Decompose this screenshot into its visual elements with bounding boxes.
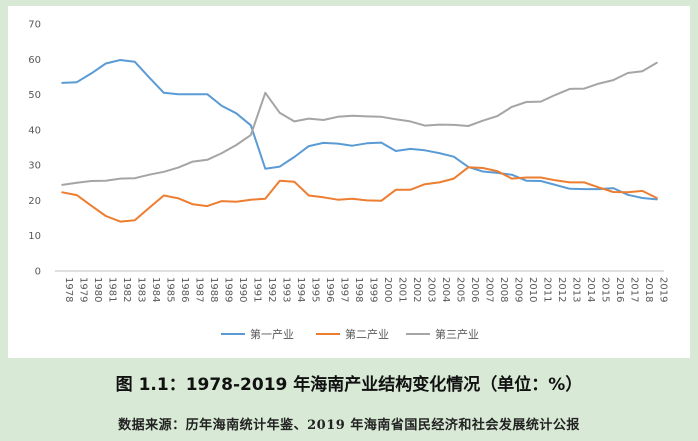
x-tick-label: 1996 bbox=[324, 277, 335, 302]
x-tick-label: 2015 bbox=[599, 277, 610, 302]
x-tick-label: 1988 bbox=[208, 277, 219, 302]
x-tick-label: 1979 bbox=[77, 277, 88, 302]
x-tick-label: 2019 bbox=[657, 277, 668, 302]
x-tick-label: 1984 bbox=[150, 277, 161, 302]
x-tick-label: 2002 bbox=[411, 277, 422, 302]
series-line bbox=[61, 59, 658, 201]
x-tick-label: 2004 bbox=[440, 277, 451, 302]
x-tick-label: 1995 bbox=[309, 277, 320, 302]
chart-panel: 0 10 20 30 40 50 60 70 1978 1979 1980 1981 1982 1983 1… bbox=[8, 6, 690, 358]
y-tick-label: 20 bbox=[28, 196, 41, 207]
x-tick-label: 1982 bbox=[121, 277, 132, 302]
y-tick-label: 70 bbox=[28, 20, 41, 31]
figure-caption: 图 1.1：1978-2019 年海南产业结构变化情况（单位：%） bbox=[115, 375, 583, 395]
legend-label: 第三产业 bbox=[435, 327, 479, 341]
x-tick-label: 1983 bbox=[135, 277, 146, 302]
x-tick-label: 2016 bbox=[614, 277, 625, 302]
x-tick-label: 2018 bbox=[643, 277, 654, 302]
x-tick-label: 2008 bbox=[498, 277, 509, 302]
x-tick-label: 1985 bbox=[164, 277, 175, 302]
series-line bbox=[61, 61, 658, 186]
x-tick-label: 1992 bbox=[266, 277, 277, 302]
x-tick-label: 1987 bbox=[193, 277, 204, 302]
x-tick-label: 2011 bbox=[541, 277, 552, 302]
y-tick-label: 60 bbox=[28, 55, 41, 66]
x-tick-label: 2007 bbox=[483, 277, 494, 302]
x-tick-label: 1991 bbox=[251, 277, 262, 302]
line-chart: 0 10 20 30 40 50 60 70 1978 1979 1980 1981 1982 1983 1… bbox=[28, 20, 668, 342]
x-tick-label: 1997 bbox=[338, 277, 349, 302]
x-tick-label: 2013 bbox=[570, 277, 581, 302]
x-tick-label: 2012 bbox=[556, 277, 567, 302]
x-tick-label: 2003 bbox=[425, 277, 436, 302]
x-tick-label: 1999 bbox=[367, 277, 378, 302]
x-tick-label: 2014 bbox=[585, 277, 596, 302]
x-tick-label: 1994 bbox=[295, 277, 306, 302]
x-tick-label: 1981 bbox=[106, 277, 117, 302]
y-tick-label: 10 bbox=[28, 231, 41, 242]
source-note: 数据来源：历年海南统计年鉴、2019 年海南省国民经济和社会发展统计公报 bbox=[118, 418, 580, 433]
x-tick-label: 2009 bbox=[512, 277, 523, 302]
y-tick-label: 30 bbox=[28, 161, 41, 172]
x-tick-label: 1990 bbox=[237, 277, 248, 302]
y-tick-label: 40 bbox=[28, 125, 41, 136]
series-line bbox=[61, 166, 658, 223]
x-tick-label: 2017 bbox=[628, 277, 639, 302]
x-tick-label: 1998 bbox=[353, 277, 364, 302]
x-tick-label: 2010 bbox=[527, 277, 538, 302]
x-tick-label: 1978 bbox=[63, 277, 74, 302]
x-tick-label: 1993 bbox=[280, 277, 291, 302]
x-tick-label: 2006 bbox=[469, 277, 480, 302]
x-tick-label: 1989 bbox=[222, 277, 233, 302]
y-tick-label: 0 bbox=[35, 267, 41, 278]
x-tick-label: 2001 bbox=[396, 277, 407, 302]
legend-label: 第二产业 bbox=[345, 327, 389, 341]
x-tick-label: 2005 bbox=[454, 277, 465, 302]
x-tick-label: 1986 bbox=[179, 277, 190, 302]
legend-label: 第一产业 bbox=[250, 327, 294, 341]
y-tick-label: 50 bbox=[28, 90, 41, 101]
x-tick-label: 2000 bbox=[382, 277, 393, 302]
x-tick-label: 1980 bbox=[92, 277, 103, 302]
